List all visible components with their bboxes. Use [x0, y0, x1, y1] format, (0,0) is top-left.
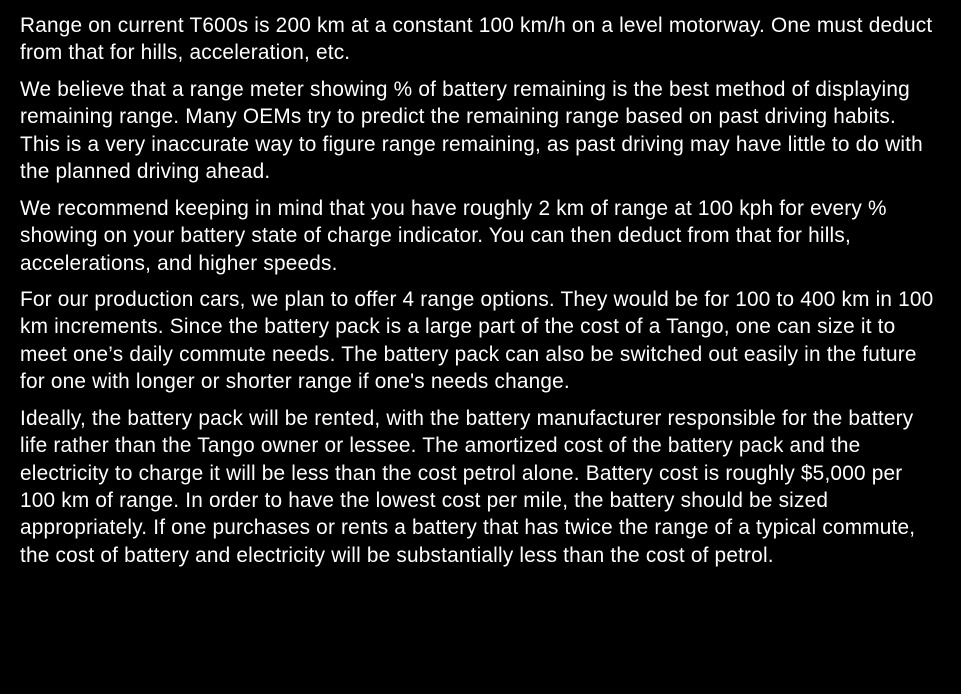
document-page: Range on current T600s is 200 km at a co… [0, 0, 961, 694]
paragraph-battery-rental: Ideally, the battery pack will be rented… [20, 405, 941, 570]
paragraph-range-options: For our production cars, we plan to offe… [20, 286, 941, 396]
paragraph-range-meter: We believe that a range meter showing % … [20, 76, 941, 186]
paragraph-recommendation: We recommend keeping in mind that you ha… [20, 195, 941, 277]
paragraph-range-current: Range on current T600s is 200 km at a co… [20, 12, 941, 67]
